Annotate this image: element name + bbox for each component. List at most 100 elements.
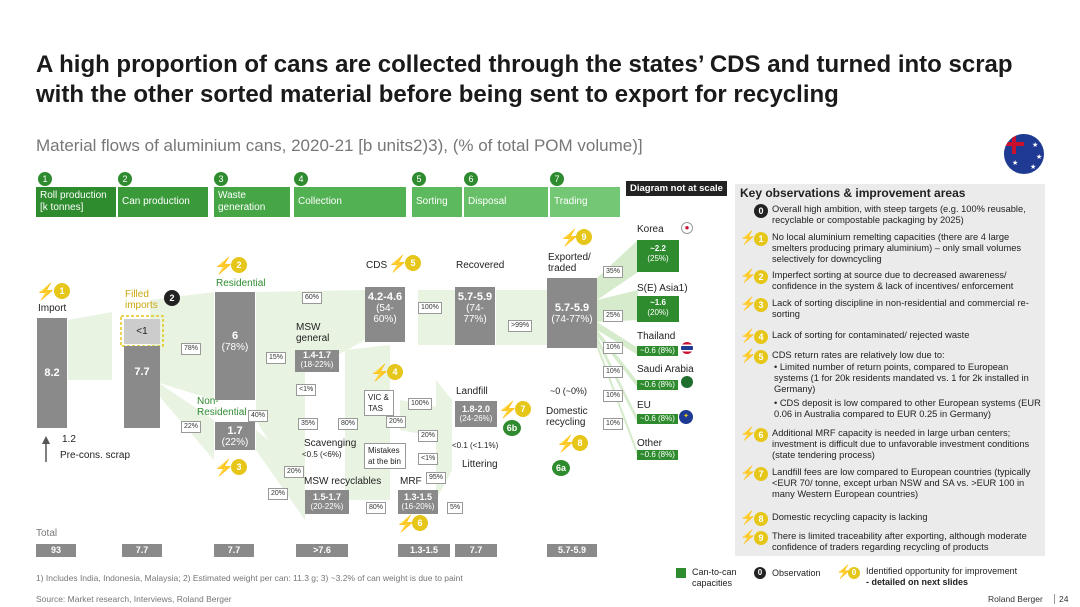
observation-text: • CDS deposit is low compared to other E… (774, 398, 1041, 419)
observation-text: No local aluminium remelting capacities … (772, 232, 1022, 264)
total-value: 7.7 (122, 544, 162, 557)
observation-subitem: • CDS deposit is low compared to other E… (740, 398, 1041, 420)
total-value: 5.7-5.9 (547, 544, 597, 557)
observation-item: ⚡ 6 Additional MRF capacity is needed in l… (740, 426, 1040, 462)
bolt-icon: ⚡ (396, 516, 416, 533)
can-to-can-label: Can-to-can capacities (692, 567, 737, 588)
observation-text: CDS return rates are relatively low due … (772, 350, 945, 360)
observations-panel (735, 184, 1045, 556)
observation-text: Domestic recycling capacity is lacking (772, 512, 928, 522)
mrf-value: 1.3-1.5 (403, 492, 433, 502)
step-sorting: Sorting (412, 187, 462, 217)
marker-1: 1 (54, 283, 70, 299)
cds-pct: (54-60%) (373, 303, 397, 325)
bolt-icon: ⚡ (740, 296, 757, 311)
dest-korea-value: ~2.2 (650, 244, 666, 253)
bolt-icon: ⚡ (740, 529, 757, 544)
page-number: 24 (1054, 594, 1068, 604)
recovered-bar: 5.7-5.9 (74-77%) (455, 287, 495, 345)
observation-text: Lack of sorting discipline in non-reside… (772, 298, 1029, 319)
import-label: Import (38, 303, 67, 314)
bolt-icon: ⚡ (388, 256, 408, 273)
bolt-icon: ⚡ (740, 348, 757, 363)
dest-asia-value: ~1.6 (650, 298, 666, 307)
observation-subitem: • Limited number of return points, compa… (740, 362, 1040, 396)
residential-value: 6 (231, 330, 239, 342)
pct-label: 10% (603, 366, 624, 378)
bolt-icon: ⚡ (370, 365, 390, 382)
pct-label: 35% (603, 266, 624, 278)
dest-asia-box: ~1.6 (20%) (637, 296, 679, 322)
dest-korea-pct: (25%) (647, 254, 669, 263)
marker-9: 9 (576, 229, 592, 245)
domestic-label: Domestic recycling (546, 406, 588, 428)
bolt-icon: ⚡ (740, 328, 757, 343)
landfill-value: 1.8-2.0 (461, 404, 491, 414)
pct-label: 10% (603, 342, 624, 354)
pct-label: 15% (266, 352, 287, 364)
dest-thailand-value: ~0.6 (8%) (637, 346, 678, 356)
filled-imports-bar: <1 (124, 319, 160, 344)
opportunity-legend-detail: - detailed on next slides (866, 577, 969, 587)
marker-0: 2 (164, 290, 180, 306)
marker-0: 0 (754, 204, 768, 218)
littering-value: <0.1 (<1.1%) (452, 441, 499, 450)
scale-note: Diagram not at scale (626, 181, 727, 196)
observation-text: There is limited traceability after expo… (772, 531, 1027, 552)
observation-item: ⚡ 9 There is limited traceability after ex… (740, 529, 1040, 553)
mswr-value: 1.5-1.7 (312, 492, 342, 502)
pct-label: 10% (603, 390, 624, 402)
step-waste-generation: Waste generation (214, 187, 290, 217)
pct-label: 95% (426, 472, 447, 484)
observation-item: ⚡ 4 Lack of sorting for contaminated/ reje… (740, 328, 1040, 344)
saudi-flag-icon (681, 376, 693, 388)
observation-text: Landfill fees are low compared to Europe… (772, 467, 1031, 499)
bolt-icon: ⚡ (740, 268, 757, 283)
exported-bar: 5.7-5.9 (74-77%) (547, 278, 597, 348)
dest-saudi-value: ~0.6 (8%) (637, 380, 678, 390)
observation-text: Overall high ambition, with steep target… (772, 204, 1026, 225)
observation-legend-icon: 0 (754, 567, 766, 579)
bolt-icon: ⚡ (740, 426, 757, 441)
observation-item: ⚡ 1 No local aluminium remelting capacitie… (740, 231, 1040, 266)
korea-flag-icon: ● (681, 222, 693, 234)
step-number: 1 (38, 172, 52, 186)
step-number: 4 (294, 172, 308, 186)
residential-label: Residential (216, 278, 266, 289)
pct-label: 20% (418, 430, 439, 442)
observation-text: Additional MRF capacity is needed in lar… (772, 428, 1030, 460)
mrf-pct: (16-20%) (401, 502, 435, 511)
landfill-label: Landfill (456, 386, 488, 397)
cds-label: CDS (366, 260, 388, 271)
filled-imports-label: Filled imports (125, 289, 158, 311)
msw-general-bar: 1.4-1.7 (18-22%) (295, 350, 339, 372)
bolt-icon: ⚡ (498, 402, 518, 419)
dest-asia-label: S(E) Asia1) (637, 283, 688, 294)
domestic-value: ~0 (~0%) (550, 386, 588, 396)
mrf-label: MRF (400, 476, 422, 487)
mistakes-label: Mistakes at the bin (364, 443, 406, 469)
marker-6b: 6b (503, 420, 521, 436)
msw-general-value: 1.4-1.7 (302, 350, 332, 360)
marker-6: 6 (412, 515, 428, 531)
opportunity-legend-label: Identified opportunity for improvement (866, 566, 1018, 576)
step-number: 3 (214, 172, 228, 186)
pct-label: 10% (603, 418, 624, 430)
bolt-icon: ⚡ (560, 230, 580, 247)
pct-label: 25% (603, 310, 624, 322)
total-value: >7.6 (296, 544, 348, 557)
littering-label: Littering (462, 459, 498, 470)
observation-text: Lack of sorting for contaminated/ reject… (772, 330, 970, 340)
page-title: A high proportion of cans are collected … (36, 51, 1013, 108)
step-number: 5 (412, 172, 426, 186)
brand-name: Roland Berger (988, 594, 1043, 604)
total-value: 7.7 (214, 544, 254, 557)
residential-bar: 6 (78%) (215, 292, 255, 400)
flow-background (42, 240, 638, 520)
pct-label: 80% (366, 502, 387, 514)
precons-label: Pre-cons. scrap (60, 450, 131, 461)
mswr-pct: (20-22%) (310, 502, 344, 511)
marker-5: 5 (405, 255, 421, 271)
step-disposal: Disposal (464, 187, 548, 217)
cds-value: 4.2-4.6 (367, 291, 403, 303)
